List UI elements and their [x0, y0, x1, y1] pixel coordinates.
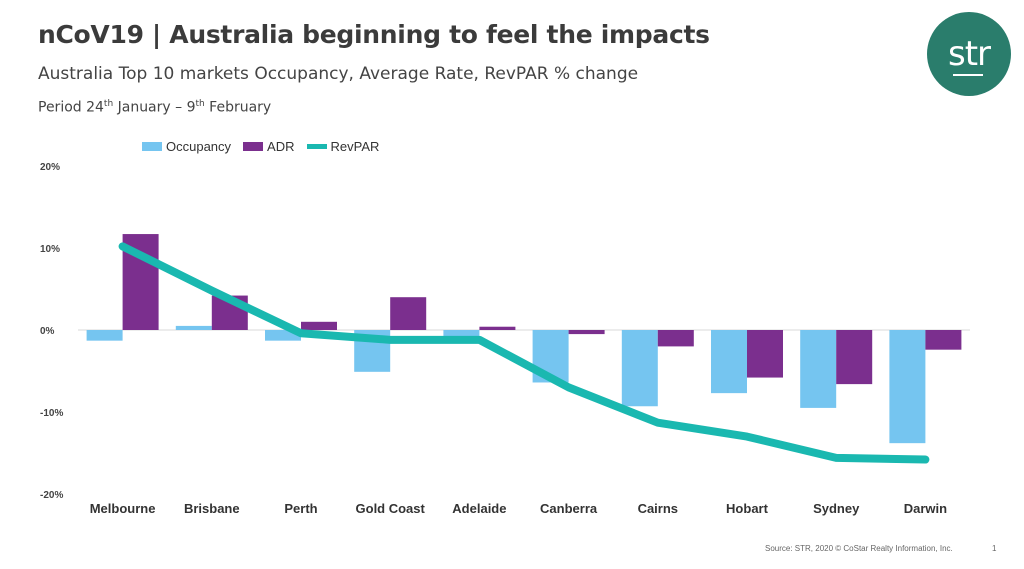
legend-swatch-occupancy [142, 142, 162, 151]
bar-occupancy-darwin [889, 330, 926, 444]
legend-item-occupancy: Occupancy [142, 139, 231, 154]
bar-adr-adelaide [479, 326, 516, 330]
logo-text: str [947, 34, 991, 74]
revpar-point-sydney [835, 457, 837, 459]
bar-occupancy-adelaide [443, 330, 480, 339]
page-number: 1 [992, 544, 997, 553]
legend-item-revpar: RevPAR [306, 139, 380, 154]
revpar-point-hobart [746, 436, 748, 438]
period-sup-start: th [103, 99, 114, 109]
revpar-point-gold-coast [389, 339, 391, 341]
source-note: Source: STR, 2020 © CoStar Realty Inform… [765, 544, 953, 553]
bar-adr-hobart [747, 330, 783, 378]
x-tick-label: Darwin [904, 501, 947, 516]
str-logo: str [927, 12, 1011, 96]
page-subtitle: Australia Top 10 markets Occupancy, Aver… [38, 64, 639, 84]
x-tick-label: Brisbane [184, 501, 240, 516]
revpar-point-perth [300, 332, 302, 334]
x-tick-label: Melbourne [90, 501, 156, 516]
y-tick-label: 20% [40, 162, 60, 173]
revpar-point-cairns [657, 422, 659, 424]
revpar-point-darwin [924, 459, 926, 461]
bar-occupancy-hobart [711, 330, 747, 394]
bar-occupancy-cairns [621, 330, 658, 407]
period-middle: January – 9 [113, 99, 196, 116]
legend-label-adr: ADR [267, 139, 295, 154]
legend-swatch-adr [243, 142, 264, 151]
bar-adr-canberra [568, 330, 605, 335]
revpar-point-melbourne [122, 245, 124, 247]
revpar-point-canberra [568, 386, 570, 388]
period-sup-end: th [195, 99, 205, 109]
bar-adr-cairns [657, 330, 694, 347]
y-tick-label: -10% [40, 408, 63, 419]
chart-legend: Occupancy ADR RevPAR [142, 139, 379, 154]
bar-adr-perth [301, 321, 337, 330]
period-suffix: February [204, 99, 272, 116]
y-tick-label: 0% [40, 326, 55, 337]
bar-occupancy-melbourne [86, 330, 123, 341]
bar-occupancy-perth [265, 330, 301, 341]
bar-occupancy-brisbane [175, 325, 212, 330]
revpar-point-brisbane [211, 290, 213, 292]
y-tick-label: 10% [40, 244, 60, 255]
logo-underline [953, 74, 983, 76]
bar-adr-sydney [836, 330, 873, 385]
x-tick-label: Adelaide [452, 501, 506, 516]
legend-swatch-revpar [306, 144, 327, 149]
y-tick-label: -20% [40, 490, 63, 501]
revpar-line [118, 242, 930, 464]
x-tick-label: Perth [284, 501, 317, 516]
page-title: nCoV19 | Australia beginning to feel the… [38, 20, 710, 49]
period-prefix: Period 24 [38, 99, 104, 116]
legend-label-revpar: RevPAR [330, 139, 380, 154]
bar-adr-gold-coast [390, 297, 427, 330]
x-tick-label: Canberra [540, 501, 598, 516]
revpar-point-adelaide [478, 339, 480, 341]
legend-item-adr: ADR [243, 139, 295, 154]
legend-label-occupancy: Occupancy [166, 139, 232, 154]
x-tick-label: Hobart [726, 501, 769, 516]
bar-adr-darwin [925, 330, 962, 350]
bar-occupancy-sydney [800, 330, 837, 408]
x-tick-label: Sydney [813, 501, 860, 516]
period-label: Period 24th January – 9th February [38, 99, 271, 116]
x-tick-label: Cairns [638, 501, 678, 516]
x-tick-label: Gold Coast [356, 501, 426, 516]
